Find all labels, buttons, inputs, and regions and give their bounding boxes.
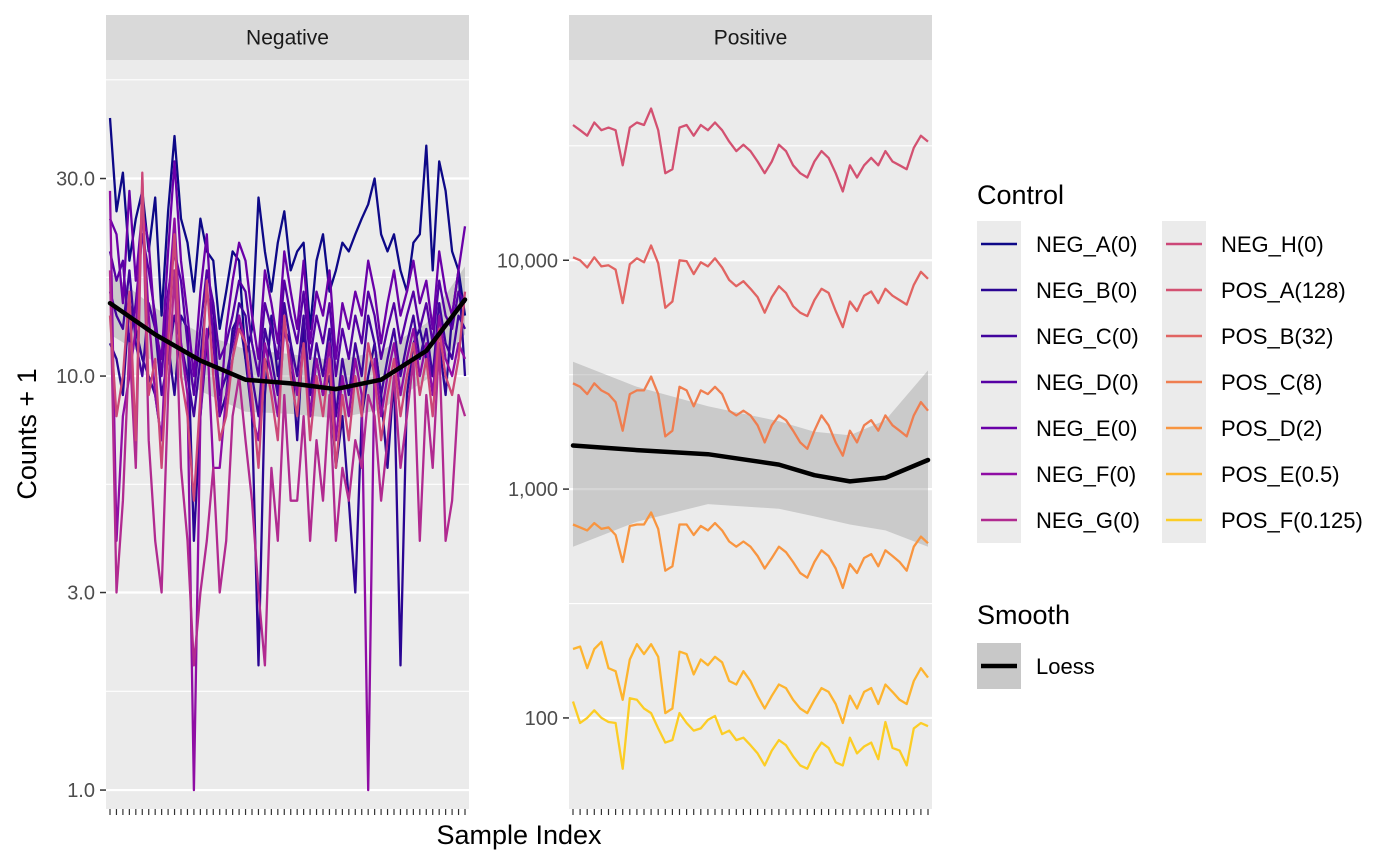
series-line-neg-e-0 bbox=[108, 160, 467, 418]
loess-confidence-band bbox=[573, 361, 928, 547]
y-tick-label: 100 bbox=[525, 708, 558, 730]
legend-item-neg-f-0: NEG_F(0) bbox=[977, 451, 1136, 497]
loess-line bbox=[570, 443, 931, 484]
legend-item-pos-a-128: POS_A(128) bbox=[1162, 267, 1346, 313]
series-line-neg-h-0 bbox=[108, 171, 467, 502]
y-tick-label: 10.0 bbox=[56, 366, 95, 388]
series-line-neg-a-0 bbox=[108, 117, 467, 361]
legend-item-neg-g-0: NEG_G(0) bbox=[977, 497, 1140, 543]
series-line-pos-f-0-125 bbox=[571, 697, 929, 770]
legend-label: POS_C(8) bbox=[1221, 370, 1322, 395]
series-line-pos-b-32 bbox=[572, 244, 929, 329]
series-line-neg-g-0 bbox=[108, 177, 467, 667]
series-line-pos-a-128 bbox=[572, 107, 929, 193]
y-tick-label: 1,000 bbox=[508, 479, 558, 501]
panel-strip-label: Positive bbox=[714, 27, 788, 50]
legend-item-neg-b-0: NEG_B(0) bbox=[977, 267, 1137, 313]
loess-line bbox=[107, 297, 468, 392]
y-tick-label: 1.0 bbox=[67, 780, 95, 802]
legend-label: POS_A(128) bbox=[1221, 278, 1346, 303]
y-axis-title: Counts + 1 bbox=[12, 368, 42, 499]
legend-label: NEG_B(0) bbox=[1036, 278, 1137, 303]
legend-label: POS_E(0.5) bbox=[1221, 462, 1340, 487]
series-line-pos-c-8 bbox=[572, 375, 929, 457]
legend-item-neg-e-0: NEG_E(0) bbox=[977, 405, 1137, 451]
legend-label: NEG_H(0) bbox=[1221, 232, 1324, 257]
legend-item-pos-b-32: POS_B(32) bbox=[1162, 313, 1334, 359]
legend-item-neg-c-0: NEG_C(0) bbox=[977, 313, 1139, 359]
legend-item-pos-c-8: POS_C(8) bbox=[1162, 359, 1322, 405]
legend-label: NEG_F(0) bbox=[1036, 462, 1136, 487]
legend-label: Loess bbox=[1036, 654, 1095, 679]
legend-item-pos-d-2: POS_D(2) bbox=[1162, 405, 1322, 451]
y-tick-label: 30.0 bbox=[56, 169, 95, 191]
panel-strip-label: Negative bbox=[246, 27, 329, 50]
series-line-neg-c-0 bbox=[108, 269, 467, 418]
legend-item-pos-f-0-125: POS_F(0.125) bbox=[1162, 497, 1363, 543]
legend-label: NEG_E(0) bbox=[1036, 416, 1137, 441]
panel-negative: Negative 1.0 3.0 10.0 30.0 bbox=[56, 15, 469, 815]
legend-label: NEG_C(0) bbox=[1036, 324, 1139, 349]
x-axis-title: Sample Index bbox=[436, 820, 602, 850]
panel-positive: Positive 100 1,000 10,000 bbox=[497, 15, 932, 815]
legend-label: POS_B(32) bbox=[1221, 324, 1334, 349]
legend: Control Smooth NEG_A(0) NEG_B(0) NEG_C(0) N… bbox=[977, 180, 1363, 689]
panel-strip bbox=[569, 15, 932, 60]
y-tick-label: 10,000 bbox=[497, 250, 558, 272]
legend-label: NEG_A(0) bbox=[1036, 232, 1137, 257]
panels: Negative 1.0 3.0 10.0 30.0 Positive 100 1,000 10… bbox=[56, 15, 932, 815]
series-line-pos-d-2 bbox=[572, 511, 929, 590]
y-tick-label: 3.0 bbox=[67, 583, 95, 605]
legend-label: NEG_G(0) bbox=[1036, 508, 1140, 533]
legend-label: POS_D(2) bbox=[1221, 416, 1322, 441]
legend-item-pos-e-0-5: POS_E(0.5) bbox=[1162, 451, 1340, 497]
legend-item-neg-a-0: NEG_A(0) bbox=[977, 221, 1137, 267]
legend-item-loess: Loess bbox=[977, 643, 1095, 689]
legend-item-neg-d-0: NEG_D(0) bbox=[977, 359, 1139, 405]
legend-title-smooth: Smooth bbox=[977, 600, 1070, 630]
panel-strip bbox=[106, 15, 469, 60]
legend-item-neg-h-0: NEG_H(0) bbox=[1162, 221, 1324, 267]
legend-label: NEG_D(0) bbox=[1036, 370, 1139, 395]
legend-title-control: Control bbox=[977, 180, 1064, 210]
plot-background bbox=[569, 60, 932, 809]
legend-label: POS_F(0.125) bbox=[1221, 508, 1363, 533]
series-line-pos-e-0-5 bbox=[572, 640, 929, 725]
